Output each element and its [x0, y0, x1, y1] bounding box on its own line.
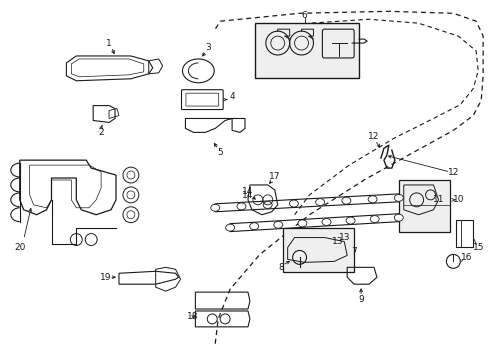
Text: 2: 2: [98, 128, 104, 137]
Text: 6: 6: [301, 11, 307, 20]
Bar: [282, 228, 353, 272]
Text: 1: 1: [106, 39, 112, 48]
Ellipse shape: [367, 196, 376, 203]
Ellipse shape: [273, 221, 282, 228]
Text: 4: 4: [229, 92, 234, 101]
Text: 3: 3: [205, 42, 211, 51]
Ellipse shape: [297, 220, 306, 227]
Text: 9: 9: [358, 294, 363, 303]
Text: 14: 14: [242, 188, 253, 197]
Text: 11: 11: [432, 195, 443, 204]
Text: 16: 16: [460, 253, 471, 262]
Ellipse shape: [315, 199, 324, 206]
Bar: [398, 180, 449, 231]
Text: 5: 5: [217, 148, 223, 157]
Text: 18: 18: [186, 312, 198, 321]
Text: 20: 20: [14, 243, 25, 252]
Ellipse shape: [393, 194, 403, 201]
Ellipse shape: [237, 203, 245, 210]
Ellipse shape: [289, 200, 298, 207]
Text: 10: 10: [452, 195, 463, 204]
Text: 17: 17: [268, 171, 280, 180]
Text: 13: 13: [338, 233, 349, 242]
Ellipse shape: [249, 223, 258, 230]
Text: 19: 19: [100, 273, 112, 282]
Ellipse shape: [210, 204, 219, 211]
Ellipse shape: [369, 216, 378, 222]
Ellipse shape: [263, 202, 272, 208]
Ellipse shape: [346, 217, 354, 224]
Text: 8: 8: [278, 263, 284, 272]
Bar: [254, 23, 358, 78]
Ellipse shape: [393, 214, 403, 221]
Ellipse shape: [225, 224, 234, 231]
Text: 12: 12: [447, 167, 458, 176]
Text: 13: 13: [331, 237, 342, 246]
Text: 15: 15: [472, 243, 484, 252]
Ellipse shape: [341, 197, 350, 204]
Text: 7: 7: [350, 247, 356, 256]
Text: 14: 14: [242, 192, 253, 201]
Text: 12: 12: [367, 132, 379, 141]
Ellipse shape: [322, 219, 330, 225]
